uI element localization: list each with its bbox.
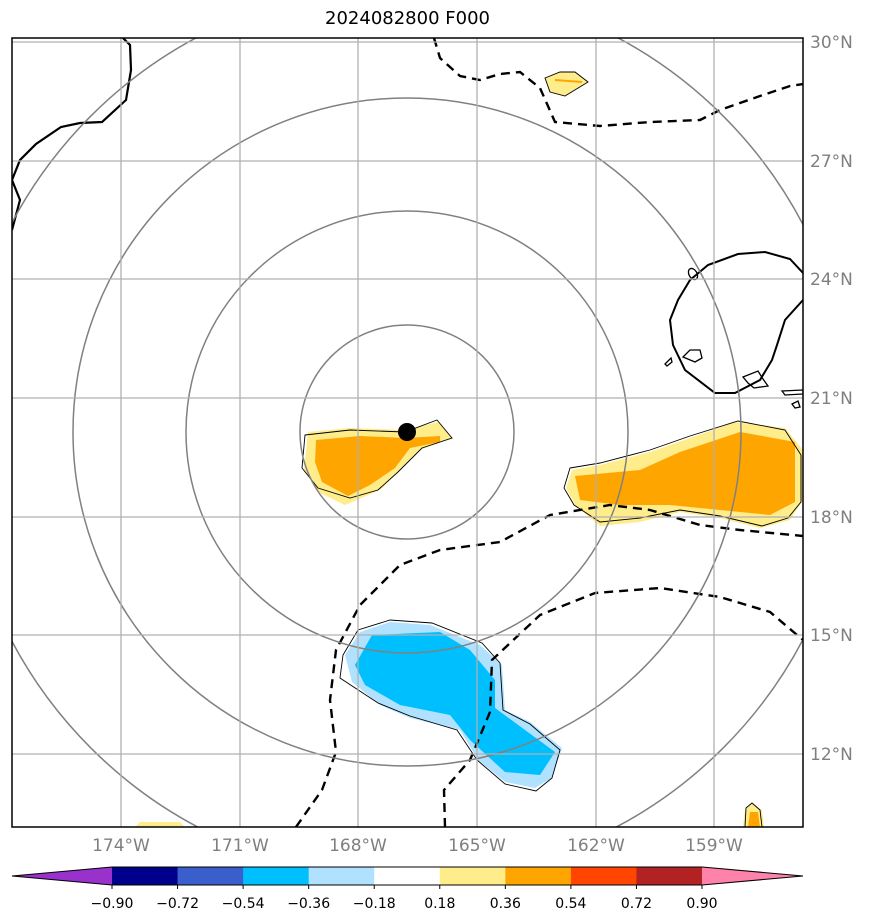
colorbar: −0.90 −0.72 −0.54 −0.36 −0.18 0.18 0.36 0.54 0.7… <box>11 866 804 912</box>
colorbar-tick-label: 0.54 <box>555 896 586 912</box>
lon-label: 168°W <box>329 836 387 856</box>
map-title: 2024082800 F000 <box>325 8 490 29</box>
thin-contours <box>301 71 802 827</box>
colorbar-tick-label: 0.18 <box>424 896 455 912</box>
lat-axis: 30°N 27°N 24°N 21°N 18°N 15°N 12°N <box>810 33 853 765</box>
lon-label: 165°W <box>448 836 506 856</box>
colorbar-tick-label: −0.18 <box>353 896 396 912</box>
colorbar-tick-label: −0.36 <box>287 896 330 912</box>
positive-anomaly-north <box>545 72 588 96</box>
lat-label: 18°N <box>810 508 853 528</box>
lon-axis: 174°W 171°W 168°W 165°W 162°W 159°W <box>92 836 743 856</box>
map-frame <box>11 37 804 828</box>
lon-label: 174°W <box>92 836 150 856</box>
colorbar-tick-label: −0.54 <box>222 896 265 912</box>
lon-label: 162°W <box>567 836 625 856</box>
small-anomaly-patches <box>135 803 764 827</box>
lat-label: 30°N <box>810 33 853 53</box>
colorbar-extend-low <box>12 867 112 885</box>
coastlines <box>12 38 803 394</box>
islands <box>664 267 803 409</box>
lat-label: 24°N <box>810 270 853 290</box>
positive-anomaly-center <box>304 422 452 505</box>
colorbar-tick-label: −0.90 <box>91 896 134 912</box>
colorbar-segment <box>439 867 506 885</box>
colorbar-segment <box>308 867 375 885</box>
dashed-contours <box>295 38 803 827</box>
colorbar-extend-high <box>702 867 803 885</box>
colorbar-segment <box>570 867 637 885</box>
lon-label: 159°W <box>685 836 743 856</box>
lat-label: 27°N <box>810 152 853 172</box>
lat-label: 15°N <box>810 626 853 646</box>
colorbar-tick-label: 0.90 <box>686 896 717 912</box>
range-rings <box>12 38 803 827</box>
colorbar-tick-label: 0.36 <box>490 896 521 912</box>
colorbar-segment <box>505 867 572 885</box>
negative-anomaly-south <box>345 622 562 788</box>
colorbar-tick-label: 0.72 <box>621 896 652 912</box>
lon-label: 171°W <box>211 836 269 856</box>
lat-label: 21°N <box>810 389 853 409</box>
lat-label: 12°N <box>810 745 853 765</box>
storm-center-marker <box>398 423 416 441</box>
gridlines <box>12 38 803 827</box>
colorbar-segment <box>636 867 703 885</box>
colorbar-segment <box>112 867 179 885</box>
colorbar-segment <box>243 867 310 885</box>
colorbar-segment <box>374 867 441 885</box>
colorbar-tick-label: −0.72 <box>156 896 199 912</box>
colorbar-segment <box>177 867 244 885</box>
